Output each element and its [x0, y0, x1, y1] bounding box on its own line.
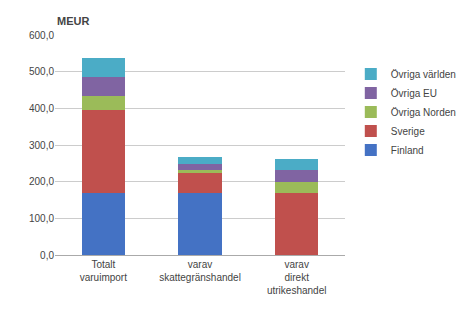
svg-text:500,0: 500,0 — [29, 66, 54, 77]
svg-text:varavskattegränshandel: varavskattegränshandel — [159, 259, 241, 283]
svg-text:600,0: 600,0 — [29, 30, 54, 41]
svg-text:MEUR: MEUR — [57, 15, 89, 27]
svg-text:100,0: 100,0 — [29, 213, 54, 224]
svg-text:300,0: 300,0 — [29, 140, 54, 151]
svg-text:Sverige: Sverige — [391, 126, 425, 137]
svg-text:varavdirektutrikeshandel: varavdirektutrikeshandel — [267, 259, 326, 296]
svg-text:Övriga Norden: Övriga Norden — [391, 107, 456, 118]
svg-text:Finland: Finland — [391, 145, 424, 156]
svg-text:Totaltvaruimport: Totaltvaruimport — [80, 259, 127, 283]
svg-text:200,0: 200,0 — [29, 176, 54, 187]
svg-text:400,0: 400,0 — [29, 103, 54, 114]
svg-text:Övriga världen: Övriga världen — [391, 69, 456, 80]
svg-text:Övriga EU: Övriga EU — [391, 88, 437, 99]
svg-text:0,0: 0,0 — [40, 250, 54, 261]
